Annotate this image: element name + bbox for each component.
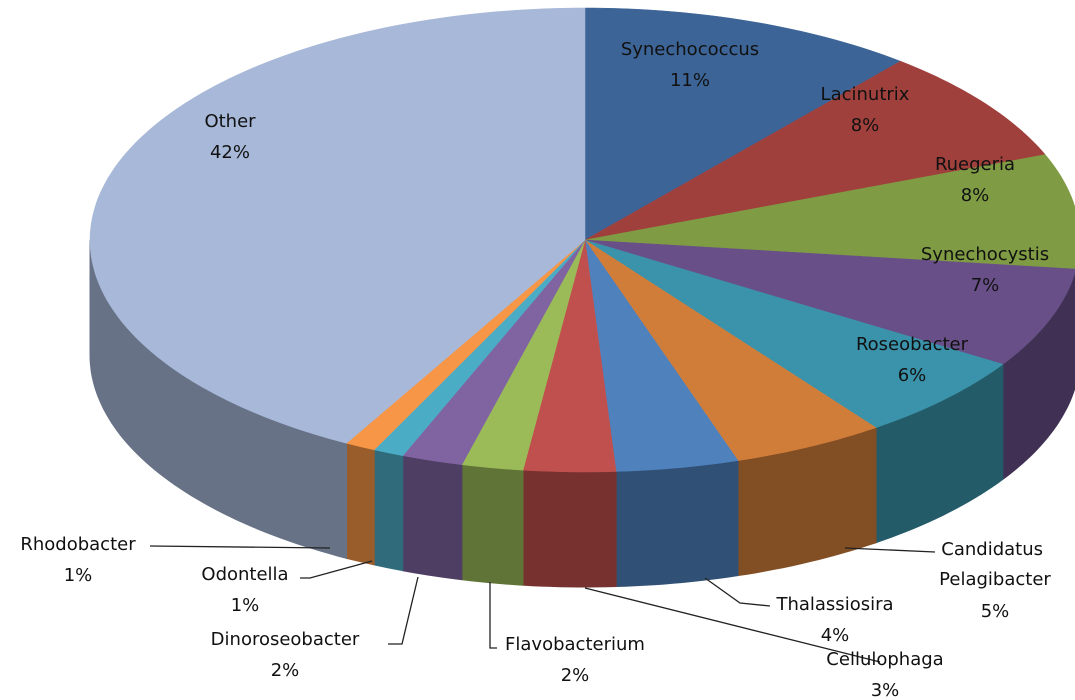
data-label-name: Flavobacterium — [505, 634, 645, 655]
data-label-value: 11% — [670, 70, 710, 91]
slice — [522, 239, 617, 473]
slice — [584, 154, 1075, 270]
data-label-value: 8% — [851, 115, 880, 136]
data-label-value: 5% — [981, 601, 1010, 622]
slice-side — [461, 464, 524, 586]
data-label-value: 42% — [210, 142, 250, 163]
data-label-value: 4% — [821, 625, 850, 646]
data-label-name: Candidatus Pelagibacter — [939, 539, 1051, 590]
leader-line — [300, 560, 373, 579]
leader-line — [489, 582, 497, 649]
data-label-name: Thalassiosira — [775, 594, 893, 615]
data-label-name: Synechocystis — [921, 244, 1049, 265]
data-label-name: Roseobacter — [856, 334, 969, 355]
data-label-name: Ruegeria — [935, 154, 1015, 175]
slice — [89, 7, 586, 444]
data-label-value: 2% — [271, 660, 300, 681]
data-label-value: 1% — [64, 565, 93, 586]
data-label-name: Lacinutrix — [821, 84, 910, 105]
data-label-name: Dinoroseobacter — [211, 629, 360, 650]
leader-line — [388, 576, 419, 645]
data-label-value: 8% — [961, 185, 990, 206]
leader-line — [149, 545, 331, 549]
leader-line — [584, 587, 881, 663]
data-label-value: 7% — [971, 275, 1000, 296]
slice — [584, 239, 739, 472]
data-label-name: Synechococcus — [621, 39, 759, 60]
slice-side — [346, 442, 375, 566]
slice — [584, 7, 902, 241]
data-label-name: Cellulophaga — [826, 649, 943, 670]
data-label-value: 6% — [898, 365, 927, 386]
data-label-name: Other — [204, 111, 256, 132]
slice-side — [402, 455, 463, 581]
slice — [584, 60, 1046, 241]
data-label-value: 3% — [871, 680, 900, 700]
slice — [584, 239, 1075, 365]
slice-side — [615, 460, 739, 588]
slice — [584, 239, 877, 461]
slice — [461, 239, 586, 471]
data-label-name: Rhodobacter — [20, 534, 136, 555]
slice-side — [522, 469, 617, 588]
data-label-name: Odontella — [201, 564, 288, 585]
slice — [402, 239, 586, 465]
slice — [584, 239, 1004, 428]
leader-line — [704, 577, 771, 607]
leader-line — [844, 547, 936, 553]
data-label-value: 2% — [561, 665, 590, 686]
data-label-value: 1% — [231, 595, 260, 616]
slice-side — [373, 449, 404, 572]
